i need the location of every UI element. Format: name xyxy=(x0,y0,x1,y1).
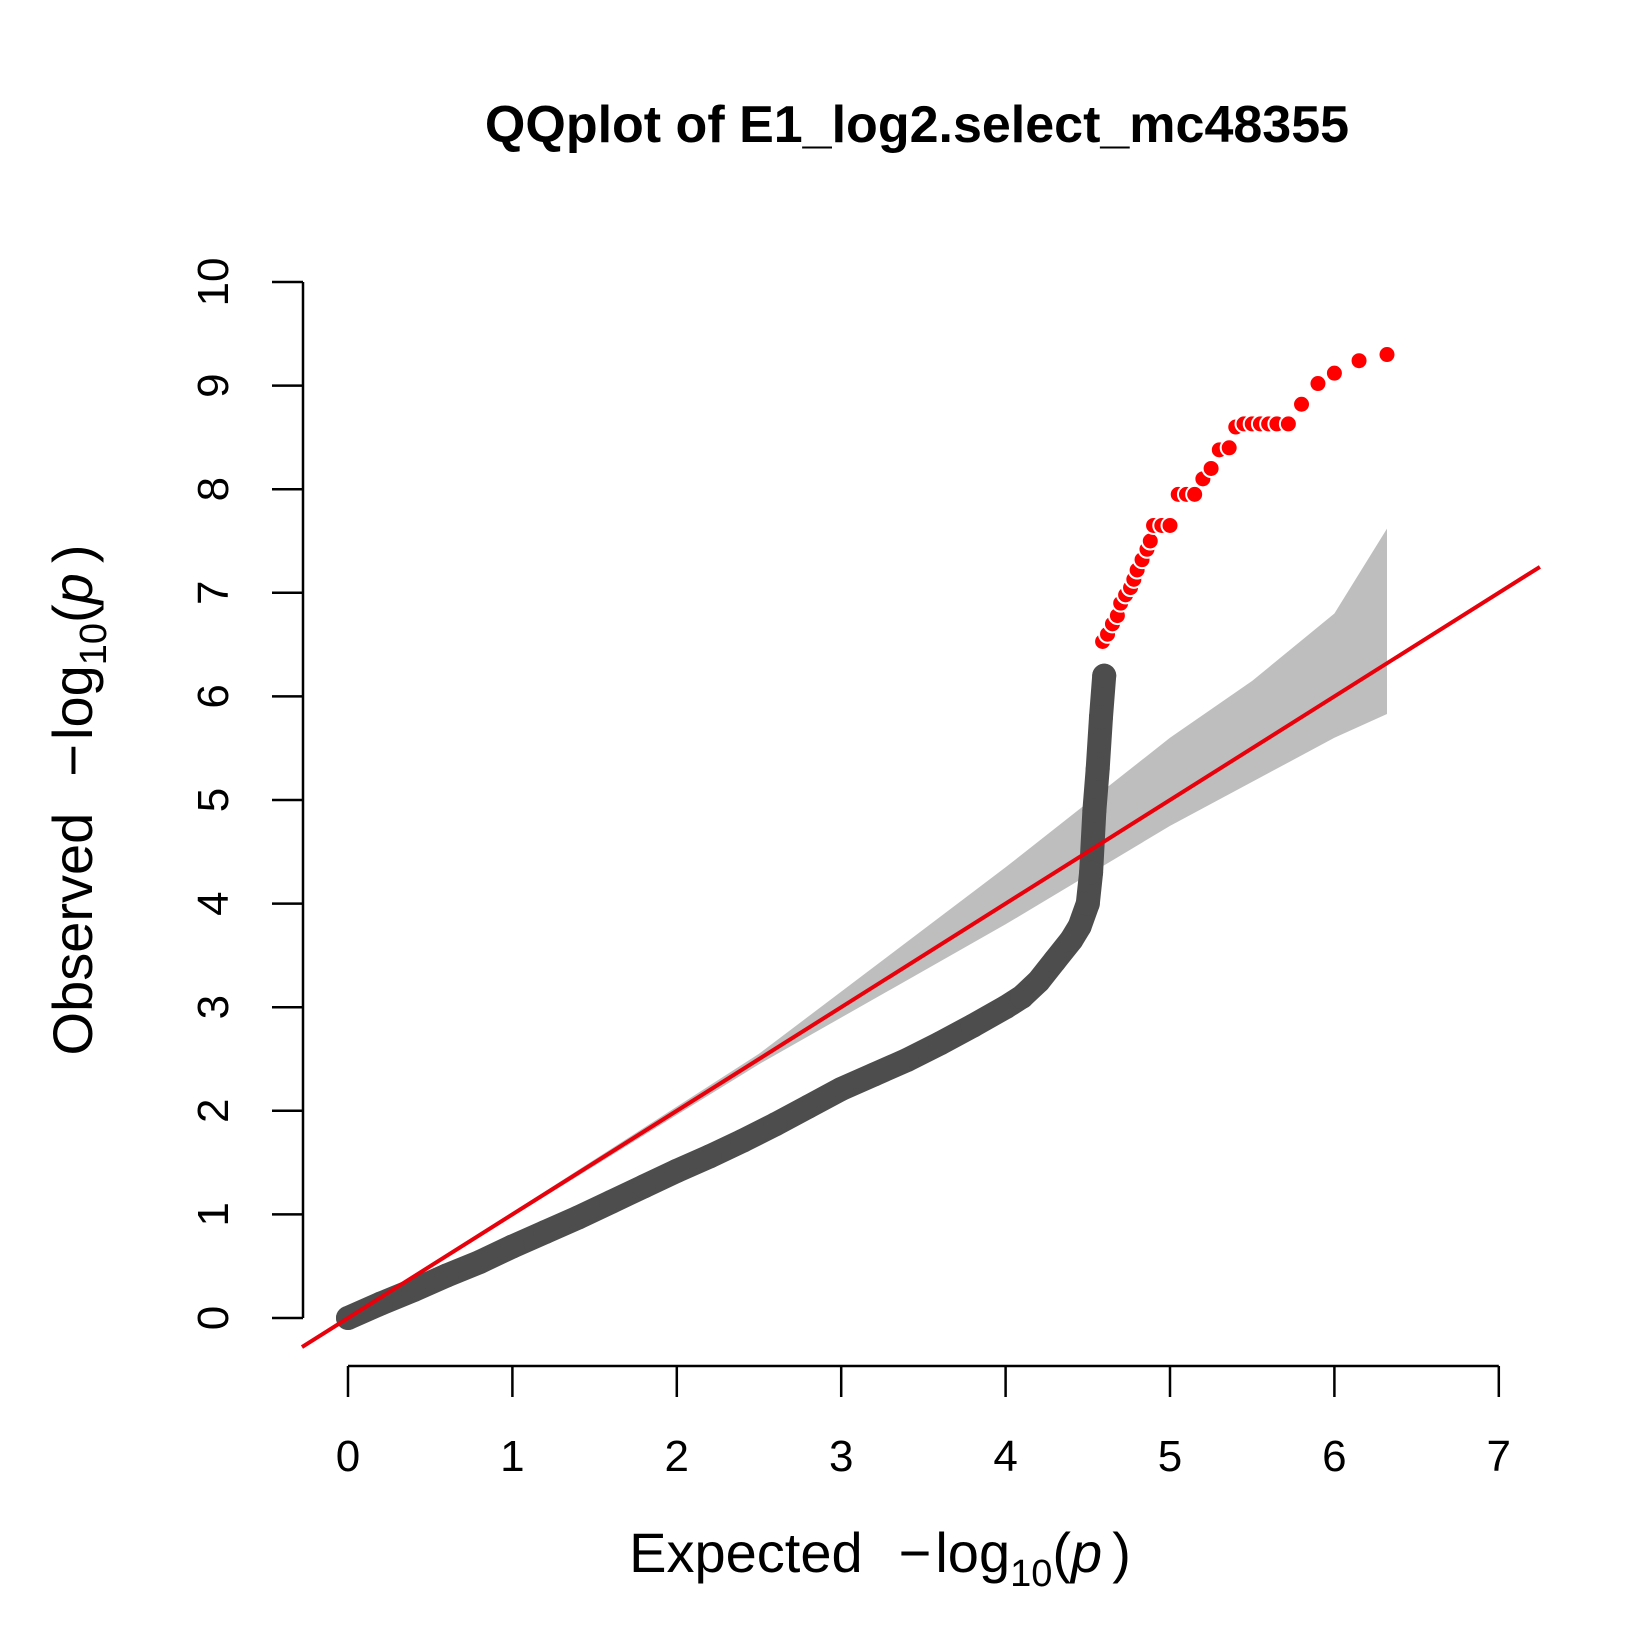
x-tick-label: 1 xyxy=(500,1432,524,1481)
x-tick-label: 3 xyxy=(829,1432,853,1481)
data-point xyxy=(1160,515,1180,535)
data-point xyxy=(467,1250,492,1275)
y-tick-label: 6 xyxy=(189,684,238,708)
data-point xyxy=(1026,969,1051,994)
data-point xyxy=(1278,414,1298,434)
x-tick-label: 6 xyxy=(1322,1432,1346,1481)
x-axis-title-open: ( xyxy=(1052,1521,1071,1584)
data-point xyxy=(1308,374,1328,394)
data-point xyxy=(599,1189,624,1214)
plot-area xyxy=(300,345,1541,1349)
reference-line xyxy=(300,565,1541,1349)
data-point xyxy=(829,1077,854,1102)
y-axis-title-close: ) xyxy=(41,545,104,564)
observed-points-band xyxy=(336,663,1117,1330)
x-tick-label: 4 xyxy=(993,1432,1017,1481)
data-point xyxy=(1082,798,1107,823)
data-point xyxy=(796,1094,821,1119)
y-axis-title-base: 10 xyxy=(73,623,115,665)
y-tick-label: 10 xyxy=(189,258,238,307)
y-tick-label: 0 xyxy=(189,1306,238,1330)
data-point xyxy=(1010,984,1035,1009)
data-point xyxy=(763,1112,788,1137)
data-point xyxy=(1324,363,1344,383)
data-point xyxy=(1292,394,1312,414)
observed-points-red xyxy=(1093,345,1397,651)
x-axis-title: Expected −log10(p) xyxy=(629,1521,1131,1595)
data-point xyxy=(894,1048,919,1073)
x-axis-title-prefix: Expected xyxy=(629,1521,863,1584)
y-tick-label: 5 xyxy=(189,788,238,812)
x-tick-label: 5 xyxy=(1158,1432,1182,1481)
data-point xyxy=(1067,914,1092,939)
data-point xyxy=(434,1263,459,1288)
y-axis-title-open: ( xyxy=(41,604,104,623)
y-tick-label: 9 xyxy=(189,373,238,397)
data-point xyxy=(1201,458,1221,478)
data-point xyxy=(1085,756,1110,781)
y-tick-label: 8 xyxy=(189,477,238,501)
data-point xyxy=(566,1205,591,1230)
data-point xyxy=(1088,705,1113,730)
confidence-band xyxy=(348,528,1387,1318)
y-axis-title-log: log xyxy=(41,665,104,740)
data-point xyxy=(1185,484,1205,504)
data-point xyxy=(960,1013,985,1038)
x-axis-title-close: ) xyxy=(1112,1521,1131,1584)
y-tick-label: 1 xyxy=(189,1202,238,1226)
data-point xyxy=(730,1128,755,1153)
y-tick-label: 4 xyxy=(189,891,238,915)
x-axis-title-var: p xyxy=(1069,1521,1102,1584)
y-axis: 0 1 2 3 4 5 6 7 8 9 10 xyxy=(189,258,305,1330)
x-axis: 0 1 2 3 4 5 6 7 xyxy=(336,1364,1511,1481)
data-point xyxy=(1219,438,1239,458)
data-point xyxy=(368,1291,393,1316)
y-tick-label: 7 xyxy=(189,581,238,605)
x-axis-title-minus: − xyxy=(899,1521,932,1584)
x-axis-title-base: 10 xyxy=(1010,1553,1052,1595)
data-point xyxy=(1349,351,1369,371)
data-point xyxy=(631,1174,656,1199)
x-tick-label: 2 xyxy=(665,1432,689,1481)
data-point xyxy=(664,1158,689,1183)
y-tick-label: 2 xyxy=(189,1099,238,1123)
data-point xyxy=(697,1144,722,1169)
y-axis-title-var: p xyxy=(41,573,104,606)
x-tick-label: 0 xyxy=(336,1432,360,1481)
data-point xyxy=(533,1220,558,1245)
data-point xyxy=(500,1234,525,1259)
data-point xyxy=(927,1031,952,1056)
y-axis-title-prefix: Observed xyxy=(41,813,104,1056)
x-tick-label: 7 xyxy=(1487,1432,1511,1481)
y-axis-title-minus: − xyxy=(41,744,104,777)
y-axis-title: Observed − log10(p) xyxy=(41,545,115,1056)
y-tick-label: 3 xyxy=(189,995,238,1019)
data-point xyxy=(401,1278,426,1303)
data-point xyxy=(1042,948,1067,973)
data-point xyxy=(1075,891,1100,916)
x-axis-title-log: log xyxy=(935,1521,1010,1584)
data-point xyxy=(1140,531,1160,551)
data-point xyxy=(862,1062,887,1087)
data-point xyxy=(1092,663,1117,688)
data-point xyxy=(1377,345,1397,365)
chart-title: QQplot of E1_log2.select_mc48355 xyxy=(485,96,1349,154)
data-point xyxy=(1079,860,1104,885)
observed-points-gray xyxy=(336,663,1117,1330)
